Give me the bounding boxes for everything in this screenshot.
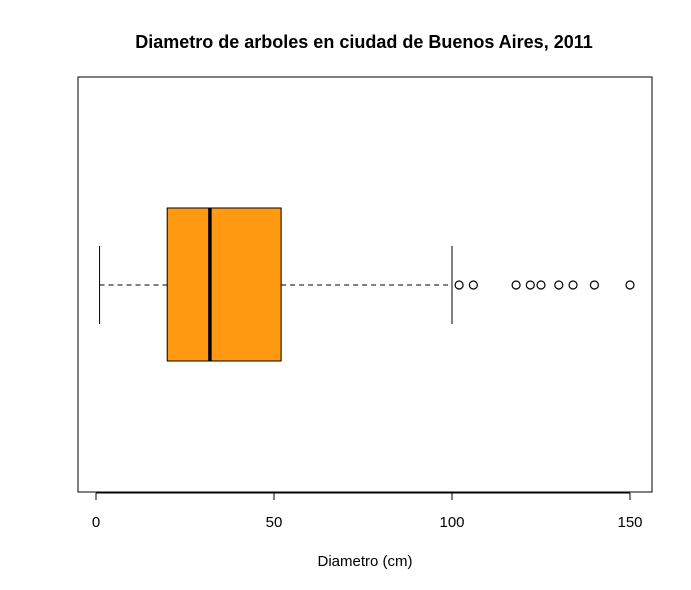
outlier-point	[525, 280, 535, 290]
x-tick-label: 100	[439, 514, 464, 531]
x-tick-label: 150	[617, 514, 642, 531]
outlier-point	[589, 280, 600, 290]
x-axis-label: Diametro (cm)	[317, 553, 412, 570]
outlier-point	[536, 280, 546, 290]
boxplot	[99, 207, 453, 362]
x-tick-label: 0	[92, 514, 100, 531]
outlier-point	[625, 280, 635, 290]
outlier-point	[454, 280, 464, 290]
plot-frame	[77, 76, 653, 493]
outlier-point	[511, 280, 521, 290]
chart-title: Diametro de arboles en ciudad de Buenos …	[135, 32, 593, 52]
outlier-points	[454, 280, 635, 290]
outlier-point	[468, 280, 478, 290]
outlier-point	[554, 280, 564, 290]
outlier-point	[568, 280, 578, 290]
x-axis: 0 50 100 150	[92, 492, 643, 531]
x-tick-label: 50	[266, 514, 283, 531]
iqr-box	[166, 207, 282, 362]
